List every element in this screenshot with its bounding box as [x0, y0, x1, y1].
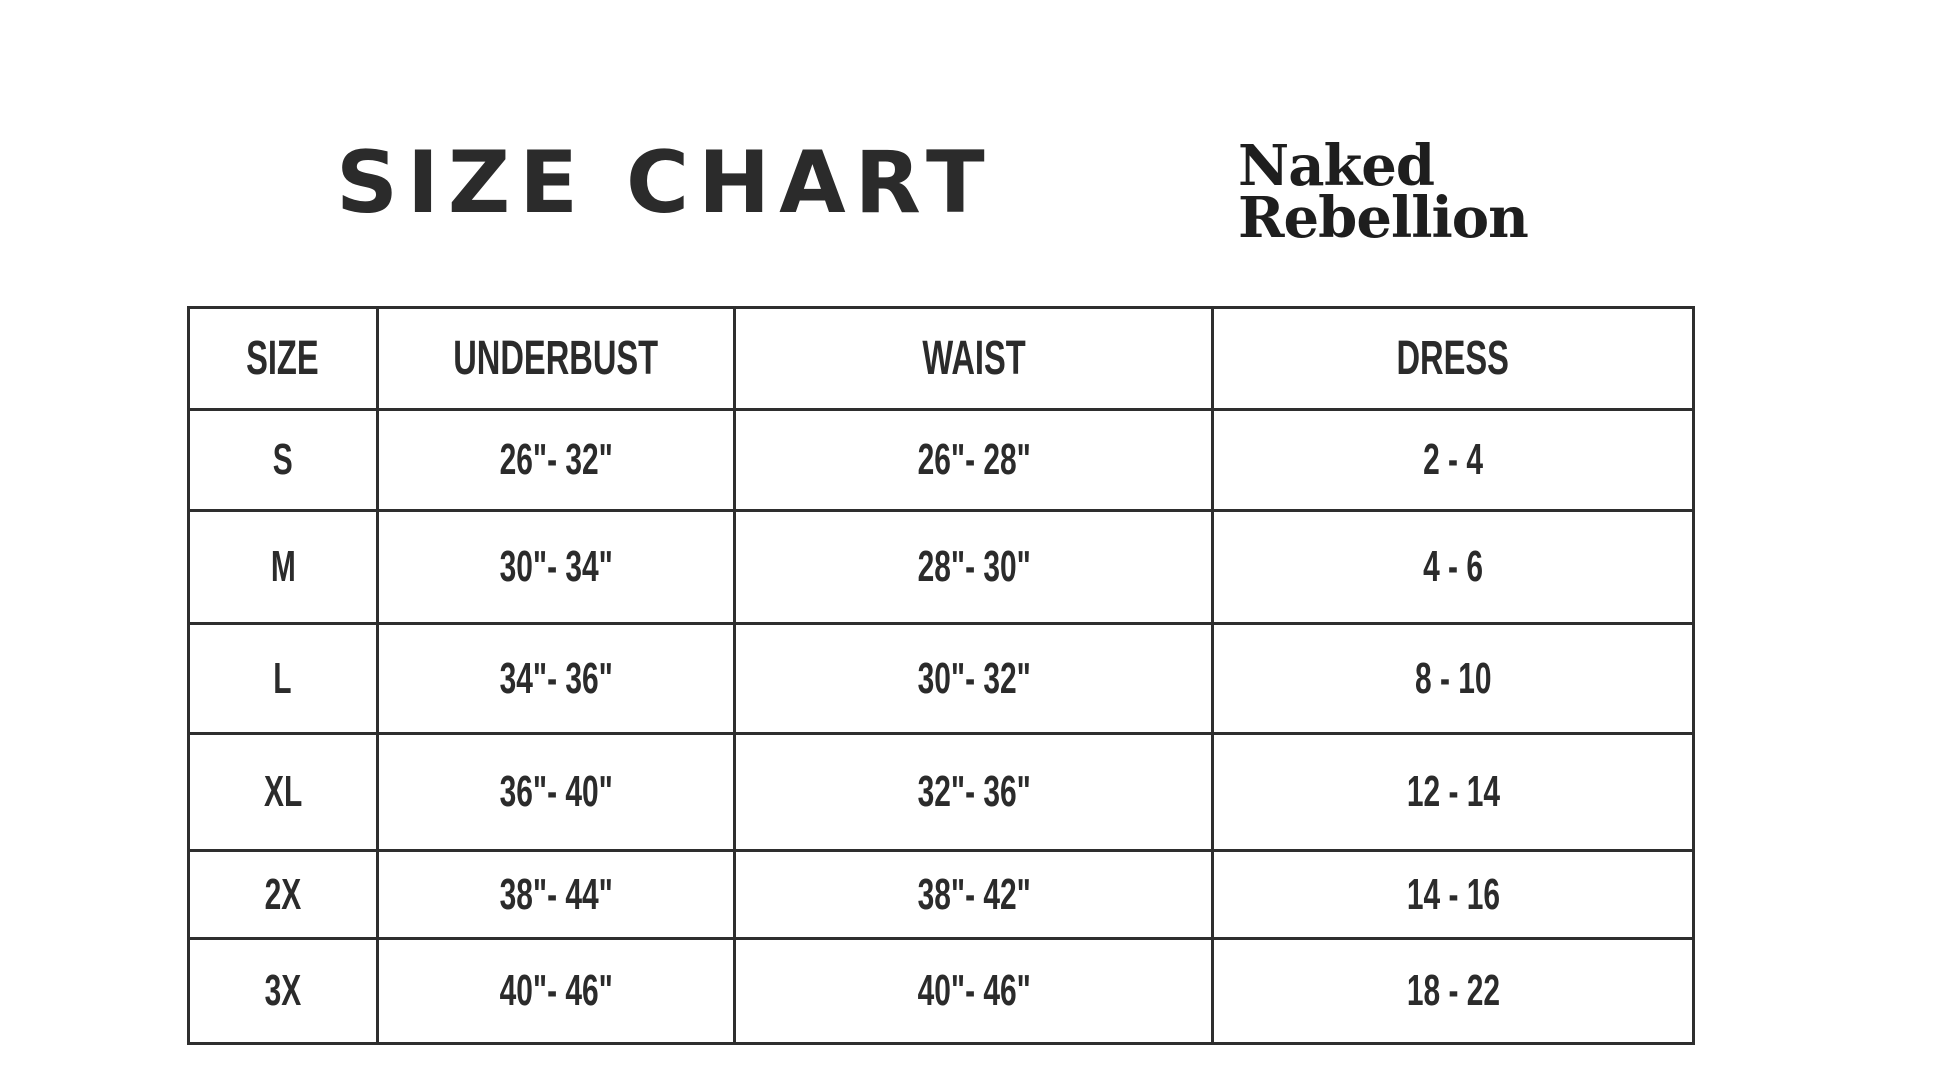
- cell-underbust: 38"- 44": [375, 849, 737, 940]
- cell-value: 38"- 44": [499, 869, 613, 919]
- cell-underbust: 30"- 34": [375, 509, 737, 625]
- cell-underbust: 34"- 36": [375, 622, 737, 735]
- cell-underbust: 26"- 32": [375, 408, 737, 512]
- cell-value: L: [273, 653, 292, 703]
- cell-value: 38"- 42": [917, 869, 1031, 919]
- cell-value: 28"- 30": [917, 542, 1031, 591]
- cell-value: 2X: [264, 869, 302, 919]
- cell-waist: 28"- 30": [733, 509, 1215, 625]
- cell-waist: 30"- 32": [733, 622, 1215, 735]
- header-waist: WAIST: [733, 306, 1215, 411]
- cell-value: 30"- 32": [917, 653, 1031, 703]
- cell-value: S: [272, 435, 293, 484]
- header-underbust: UNDERBUST: [375, 306, 737, 411]
- cell-waist: 32"- 36": [733, 732, 1215, 852]
- cell-underbust: 40"- 46": [375, 937, 737, 1045]
- cell-value: 18 - 22: [1406, 966, 1500, 1015]
- header-label: WAIST: [922, 332, 1026, 385]
- cell-value: 34"- 36": [499, 653, 613, 703]
- cell-value: 30"- 34": [499, 542, 613, 591]
- header-label: DRESS: [1396, 332, 1510, 385]
- cell-underbust: 36"- 40": [375, 732, 737, 852]
- cell-value: 14 - 16: [1406, 869, 1500, 919]
- cell-size: M: [187, 509, 379, 625]
- cell-waist: 38"- 42": [733, 849, 1215, 940]
- cell-value: 32"- 36": [917, 767, 1031, 816]
- cell-size: L: [187, 622, 379, 735]
- table-row: XL 36"- 40" 32"- 36" 12 - 14: [187, 732, 1695, 852]
- cell-dress: 18 - 22: [1211, 937, 1695, 1045]
- cell-value: 40"- 46": [499, 966, 613, 1015]
- cell-value: XL: [263, 767, 302, 816]
- logo-line-1: Naked: [1238, 133, 1435, 199]
- cell-waist: 40"- 46": [733, 937, 1215, 1045]
- cell-dress: 2 - 4: [1211, 408, 1695, 512]
- cell-dress: 12 - 14: [1211, 732, 1695, 852]
- cell-size: 3X: [187, 937, 379, 1045]
- cell-value: 8 - 10: [1414, 653, 1492, 703]
- logo-line-2: Rebellion: [1238, 185, 1529, 251]
- cell-value: 26"- 32": [499, 435, 613, 484]
- table-header-row: SIZE UNDERBUST WAIST DRESS: [187, 306, 1695, 411]
- cell-value: 26"- 28": [917, 435, 1031, 484]
- cell-dress: 8 - 10: [1211, 622, 1695, 735]
- header-dress: DRESS: [1211, 306, 1695, 411]
- cell-size: XL: [187, 732, 379, 852]
- cell-value: 4 - 6: [1423, 542, 1484, 591]
- cell-size: S: [187, 408, 379, 512]
- table-row: S 26"- 32" 26"- 28" 2 - 4: [187, 408, 1695, 512]
- cell-dress: 4 - 6: [1211, 509, 1695, 625]
- cell-dress: 14 - 16: [1211, 849, 1695, 940]
- cell-value: 40"- 46": [917, 966, 1031, 1015]
- table-row: 2X 38"- 44" 38"- 42" 14 - 16: [187, 849, 1695, 940]
- cell-value: 36"- 40": [499, 767, 613, 816]
- cell-size: 2X: [187, 849, 379, 940]
- cell-value: 2 - 4: [1423, 435, 1484, 484]
- size-chart-table: SIZE UNDERBUST WAIST DRESS S 26"- 32" 26"-…: [187, 306, 1695, 1045]
- table-row: 3X 40"- 46" 40"- 46" 18 - 22: [187, 937, 1695, 1045]
- cell-value: M: [270, 542, 296, 591]
- cell-value: 12 - 14: [1406, 767, 1500, 816]
- page-title: SIZE CHART: [336, 133, 994, 233]
- cell-waist: 26"- 28": [733, 408, 1215, 512]
- brand-logo: Naked Rebellion: [1238, 133, 1529, 251]
- header-label: SIZE: [246, 332, 320, 385]
- table-row: L 34"- 36" 30"- 32" 8 - 10: [187, 622, 1695, 735]
- cell-value: 3X: [264, 966, 302, 1015]
- header-size: SIZE: [187, 306, 379, 411]
- table-row: M 30"- 34" 28"- 30" 4 - 6: [187, 509, 1695, 625]
- header-label: UNDERBUST: [453, 332, 659, 385]
